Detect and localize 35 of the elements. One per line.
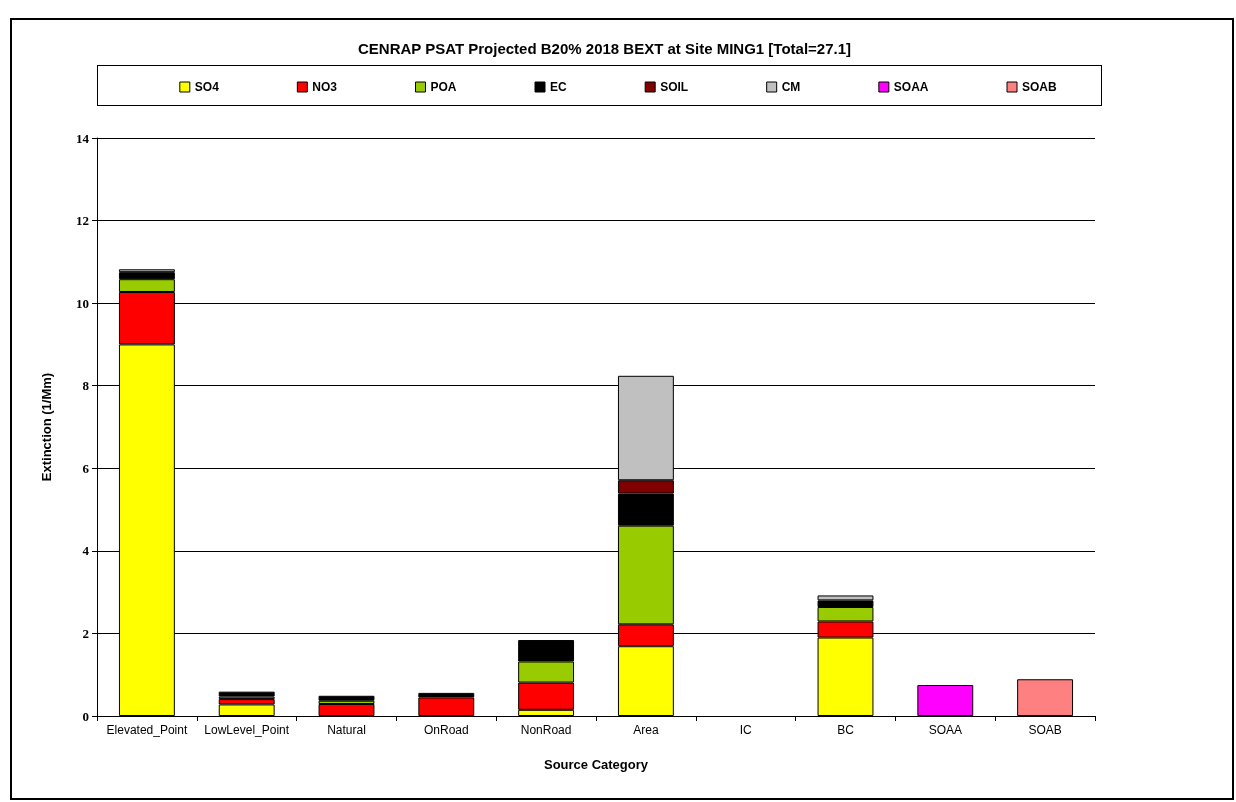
x-tick-label: IC	[739, 723, 753, 737]
y-tick-label: 6	[82, 460, 90, 476]
y-tick-label: 14	[76, 130, 90, 146]
x-tick-label: Area	[633, 723, 659, 737]
bar	[917, 685, 974, 716]
y-tick-label: 2	[82, 625, 89, 641]
legend-label: POA	[430, 80, 457, 94]
x-tick-label: LowLevel_Point	[204, 723, 290, 737]
y-tick-label: 10	[76, 295, 89, 311]
x-tick-label: SOAB	[1028, 723, 1062, 737]
chart-title: CENRAP PSAT Projected B20% 2018 BEXT at Site MING1 [Total=27.1]	[357, 40, 852, 57]
x-tick-label: Natural	[327, 723, 366, 737]
legend-label: SO4	[194, 80, 220, 94]
bar	[1017, 679, 1074, 716]
bar	[318, 704, 375, 716]
y-axis-title: Extinction (1/Mm)	[39, 372, 54, 482]
y-tick-label: 12	[76, 213, 89, 229]
legend-label: SOAB	[1022, 80, 1058, 94]
x-tick-label: NonRoad	[520, 723, 572, 737]
y-tick-label: 8	[82, 378, 90, 394]
legend-label: EC	[550, 80, 568, 94]
legend-label: CM	[781, 80, 801, 94]
bar	[218, 691, 275, 697]
x-tick-label: BC	[837, 723, 855, 737]
x-tick-label: OnRoad	[423, 723, 469, 737]
bar	[318, 695, 375, 701]
bar	[418, 697, 475, 716]
legend-label: NO3	[312, 80, 338, 94]
y-tick-label: 0	[82, 708, 89, 724]
legend-label: SOAA	[893, 80, 929, 94]
x-tick-label: Elevated_Point	[106, 723, 188, 737]
y-tick-label: 4	[82, 543, 90, 559]
legend-label: SOIL	[660, 80, 689, 94]
x-axis-title: Source Category	[543, 757, 649, 772]
x-tick-label: SOAA	[928, 723, 962, 737]
